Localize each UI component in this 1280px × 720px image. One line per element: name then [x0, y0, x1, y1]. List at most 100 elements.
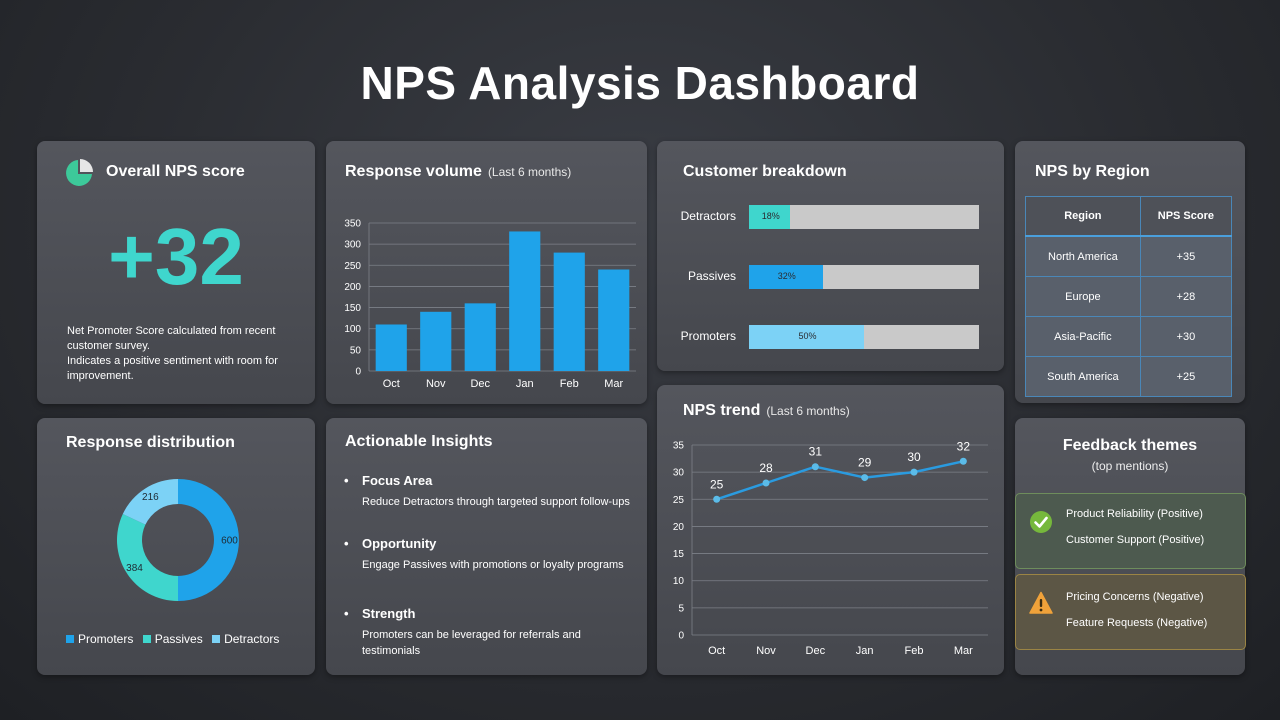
- bar-nov: [420, 311, 452, 371]
- negative-feedback-box: Pricing Concerns (Negative) Feature Requ…: [1015, 574, 1246, 650]
- insight-text: Engage Passives with promotions or loyal…: [362, 559, 624, 571]
- trend-point: [811, 463, 819, 471]
- breakdown-row-passives: Passives 32%: [657, 265, 1004, 289]
- response-volume-bar-chart: 0 50 100 150 200 250 300 350 Oct Nov Dec Jan Feb Mar: [344, 219, 636, 390]
- trend-x-tick-label: Oct: [708, 645, 725, 657]
- trend-data-label: 28: [759, 461, 773, 475]
- nps-trend-card: NPS trend (Last 6 months) 0 5 10 15 20 25 30 35 2…: [657, 385, 1004, 675]
- insight-heading: Focus Area: [362, 473, 433, 488]
- trend-data-label: 32: [957, 439, 971, 453]
- nps-description-line-1: Net Promoter Score calculated from recen…: [67, 325, 276, 352]
- score-cell: +35: [1139, 235, 1233, 277]
- legend-item-passives: Passives: [142, 632, 203, 646]
- trend-line: [716, 460, 964, 501]
- region-cell: South America: [1025, 356, 1141, 397]
- actionable-insights-card: Actionable Insights • Focus Area Reduce D…: [326, 418, 647, 675]
- trend-data-label: 30: [907, 450, 921, 464]
- bar-x-tick-label: Mar: [604, 378, 623, 390]
- insight-text: Reduce Detractors through targeted suppo…: [362, 496, 630, 508]
- donut-data-label: 216: [142, 492, 159, 503]
- positive-theme-item: Product Reliability (Positive): [1066, 508, 1203, 520]
- trend-y-tick-label: 0: [678, 631, 684, 642]
- bar-feb: [553, 252, 585, 371]
- bar-y-tick-label: 250: [344, 261, 361, 272]
- breakdown-bar-track: 32%: [749, 265, 979, 289]
- breakdown-bar-track: 18%: [749, 205, 979, 229]
- feedback-themes-subtitle: (top mentions): [1091, 459, 1169, 473]
- trend-data-label: 29: [858, 456, 872, 470]
- donut-data-label: 384: [126, 563, 143, 574]
- negative-theme-item: Pricing Concerns (Negative): [1066, 591, 1204, 603]
- trend-y-tick-label: 15: [673, 549, 685, 560]
- warning-triangle-icon: [1029, 591, 1053, 614]
- check-circle-icon: [1030, 511, 1052, 533]
- region-cell: Asia-Pacific: [1025, 316, 1141, 357]
- negative-theme-item: Feature Requests (Negative): [1066, 617, 1208, 629]
- nps-trend-title: NPS trend: [683, 402, 761, 419]
- nps-trend-header: NPS trend (Last 6 months): [683, 402, 850, 420]
- nps-by-region-card: NPS by Region Region NPS Score North Ame…: [1015, 141, 1245, 403]
- trend-x-tick-label: Jan: [856, 645, 874, 657]
- nps-score-value: +32: [108, 212, 244, 301]
- response-distribution-card: Response distribution 600 384 216 Promoter…: [37, 418, 315, 675]
- breakdown-label: Promoters: [680, 329, 736, 343]
- customer-breakdown-title: Customer breakdown: [683, 163, 847, 180]
- customer-breakdown-card: Customer breakdown Detractors 18% Passives…: [657, 141, 1004, 371]
- feedback-themes-card: Feedback themes (top mentions) Product R…: [1015, 418, 1246, 675]
- bar-oct: [375, 324, 407, 371]
- table-row: North America +35: [1025, 235, 1233, 277]
- table-row: Asia-Pacific +30: [1025, 316, 1233, 357]
- trend-point: [861, 474, 869, 482]
- table-row: Europe +28: [1025, 276, 1233, 317]
- score-cell: +30: [1139, 316, 1233, 357]
- response-volume-card: Response volume (Last 6 months) 0 50 100 150…: [326, 141, 647, 404]
- trend-y-tick-label: 20: [673, 522, 685, 533]
- nps-trend-subtitle: (Last 6 months): [766, 404, 850, 418]
- trend-point: [713, 495, 721, 503]
- response-volume-header: Response volume (Last 6 months): [345, 163, 571, 181]
- region-table-header-row: Region NPS Score: [1025, 196, 1233, 237]
- bar-y-tick-label: 150: [344, 303, 361, 314]
- actionable-insights-title: Actionable Insights: [345, 433, 493, 450]
- page-title: NPS Analysis Dashboard: [360, 57, 920, 109]
- positive-feedback-box: Product Reliability (Positive) Customer …: [1015, 493, 1246, 569]
- donut-data-label: 600: [221, 536, 238, 547]
- trend-point: [910, 468, 918, 476]
- trend-point: [959, 457, 967, 465]
- distribution-legend: Promoters Passives Detractors: [66, 632, 285, 646]
- trend-x-tick-label: Nov: [756, 645, 776, 657]
- trend-point: [762, 479, 770, 487]
- breakdown-bar-fill: [749, 265, 823, 289]
- region-cell: North America: [1025, 235, 1141, 277]
- breakdown-row-detractors: Detractors 18%: [657, 205, 1004, 229]
- trend-y-tick-label: 35: [673, 441, 685, 452]
- legend-item-promoters: Promoters: [66, 632, 133, 646]
- breakdown-label: Detractors: [680, 209, 736, 223]
- nps-description: Net Promoter Score calculated from recen…: [67, 324, 307, 384]
- donut-slice-promoters: [178, 479, 239, 601]
- breakdown-percent-label: 32%: [777, 271, 796, 281]
- pie-chart-icon: [66, 159, 93, 186]
- breakdown-percent-label: 18%: [761, 211, 780, 221]
- overall-nps-card: Overall NPS score +32 Net Promoter Score…: [37, 141, 315, 404]
- response-distribution-donut-chart: 600 384 216: [117, 479, 239, 601]
- insight-item: • Focus Area Reduce Detractors through ta…: [344, 473, 634, 510]
- table-row: South America +25: [1025, 356, 1233, 397]
- bar-x-tick-label: Oct: [383, 378, 400, 390]
- breakdown-bar-fill: [749, 205, 791, 229]
- insight-item: • Strength Promoters can be leveraged for…: [344, 606, 634, 659]
- trend-x-tick-label: Mar: [954, 645, 973, 657]
- legend-item-detractors: Detractors: [212, 632, 279, 646]
- trend-y-tick-label: 10: [673, 576, 685, 587]
- bar-x-tick-label: Nov: [426, 378, 446, 390]
- nps-description-line-2: Indicates a positive sentiment with room…: [67, 355, 278, 382]
- score-cell: +28: [1139, 276, 1233, 317]
- nps-by-region-title: NPS by Region: [1035, 163, 1150, 180]
- nps-trend-line-chart: 0 5 10 15 20 25 30 35 25 Oct 28 Nov 31 Dec 29 Jan 30 Feb 3…: [673, 439, 988, 657]
- overall-nps-title: Overall NPS score: [106, 163, 245, 180]
- trend-x-tick-label: Dec: [806, 645, 826, 657]
- feedback-themes-title: Feedback themes: [1062, 437, 1198, 454]
- insight-heading: Strength: [362, 606, 416, 621]
- positive-theme-item: Customer Support (Positive): [1066, 534, 1205, 546]
- response-volume-subtitle: (Last 6 months): [487, 165, 572, 179]
